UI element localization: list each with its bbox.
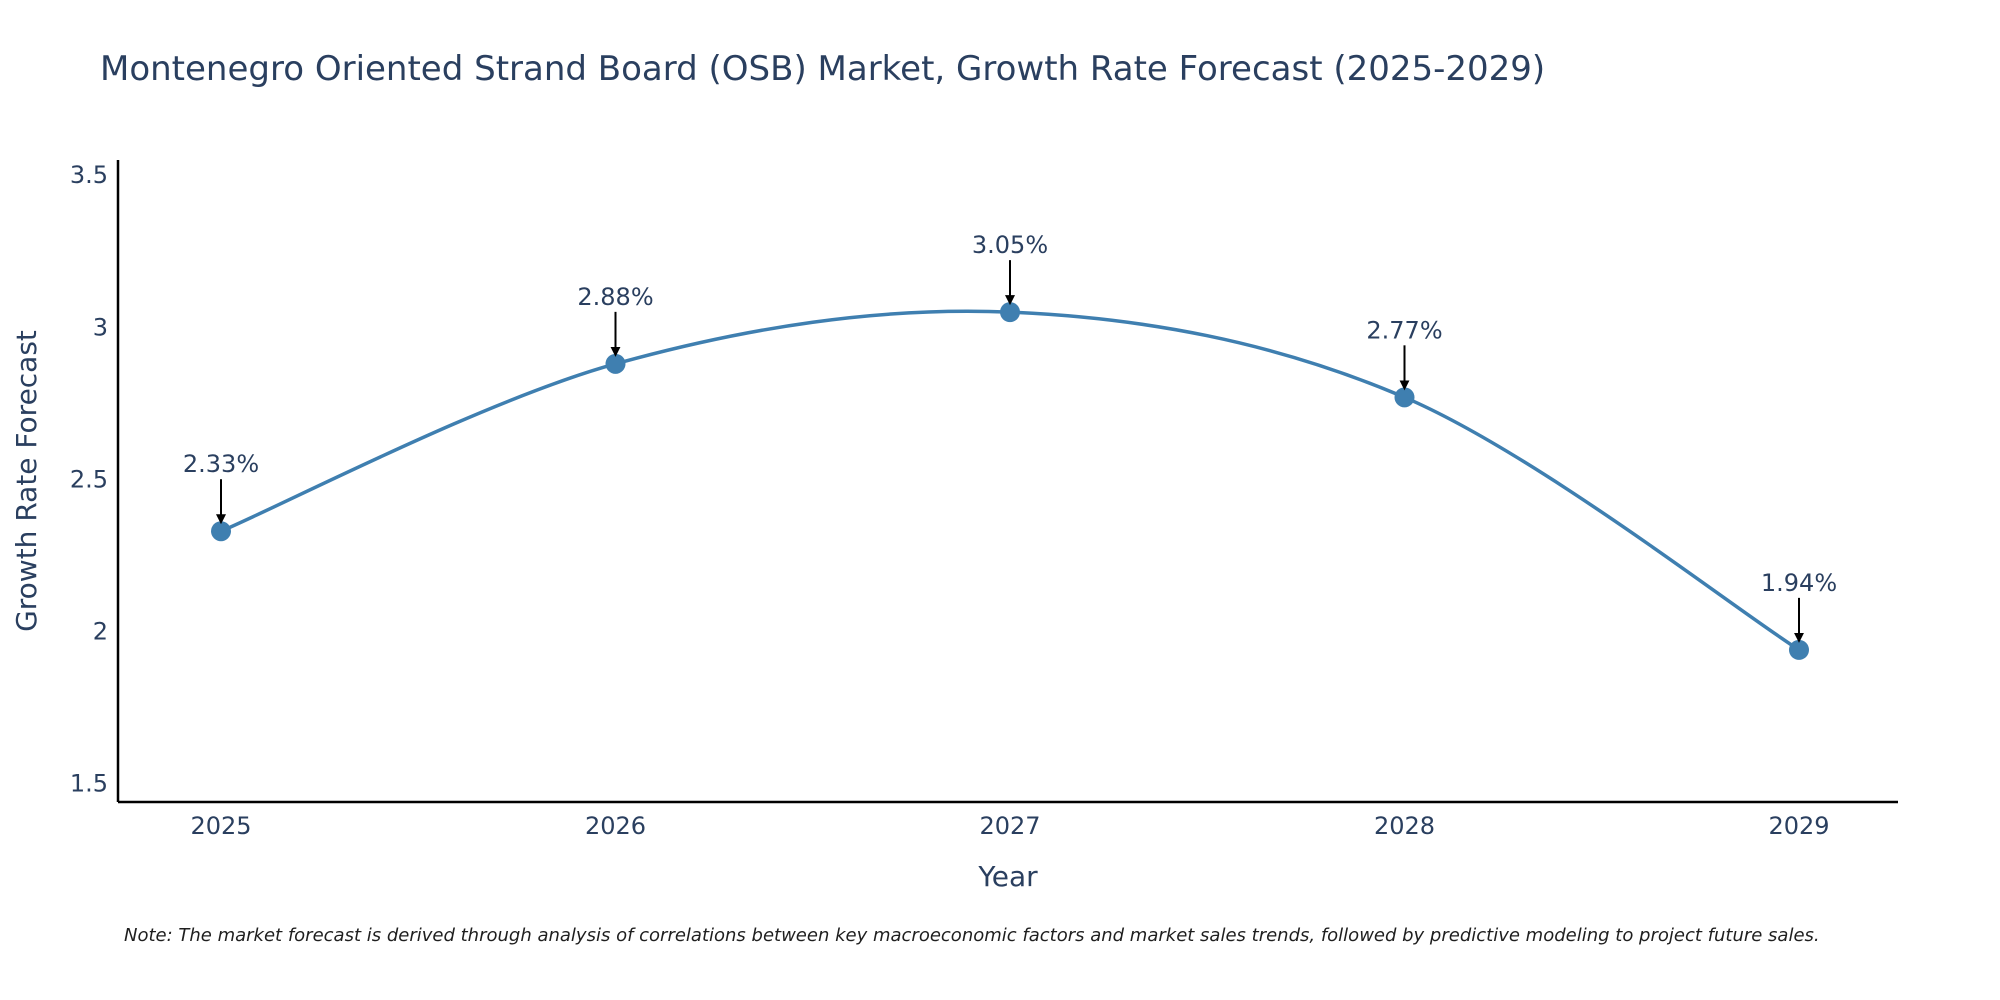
x-tick-label: 2027 xyxy=(979,812,1040,840)
chart-title: Montenegro Oriented Strand Board (OSB) M… xyxy=(100,49,1545,89)
x-tick-label: 2029 xyxy=(1768,812,1829,840)
x-tick-label: 2028 xyxy=(1374,812,1435,840)
data-point xyxy=(1789,639,1809,660)
x-axis-label: Year xyxy=(977,860,1038,893)
data-point xyxy=(211,521,231,542)
y-tick-label: 2.5 xyxy=(70,465,108,493)
y-tick-label: 3 xyxy=(93,313,108,341)
x-tick-label: 2026 xyxy=(585,812,646,840)
x-tick-label: 2025 xyxy=(190,812,251,840)
data-label: 2.88% xyxy=(577,283,653,311)
data-label: 2.33% xyxy=(183,450,259,478)
y-axis-label: Growth Rate Forecast xyxy=(10,330,43,632)
x-axis-ticks: 2025 2026 2027 2028 2029 xyxy=(190,812,1829,840)
y-axis-ticks: 1.5 2 2.5 3 3.5 xyxy=(70,161,108,798)
y-tick-label: 2 xyxy=(93,618,108,646)
data-point xyxy=(605,353,626,374)
data-points xyxy=(211,302,1809,660)
data-label: 1.94% xyxy=(1761,569,1837,597)
data-point xyxy=(1394,387,1415,408)
data-label: 3.05% xyxy=(972,231,1048,259)
y-tick-label: 1.5 xyxy=(70,770,108,798)
series-line xyxy=(220,309,1800,652)
data-labels: 2.33% 2.88% 3.05% 2.77% 1.94% xyxy=(183,231,1837,643)
data-point xyxy=(1000,302,1020,323)
data-label: 2.77% xyxy=(1366,316,1442,344)
y-tick-label: 3.5 xyxy=(70,161,108,189)
footnote: Note: The market forecast is derived thr… xyxy=(124,925,1820,946)
